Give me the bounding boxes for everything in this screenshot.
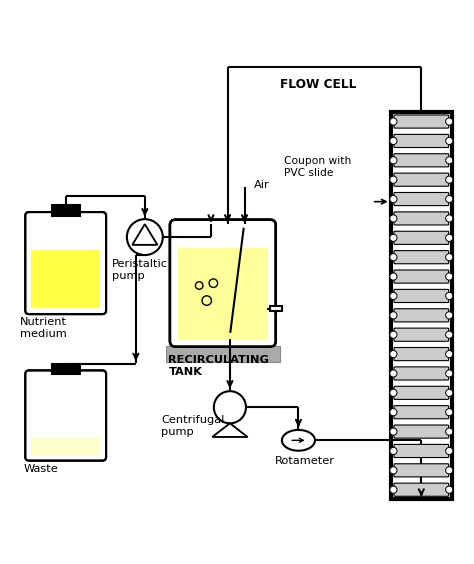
- Circle shape: [390, 312, 397, 319]
- FancyBboxPatch shape: [394, 154, 449, 167]
- Text: FLOW CELL: FLOW CELL: [280, 78, 356, 91]
- Circle shape: [446, 273, 453, 280]
- FancyBboxPatch shape: [394, 270, 449, 283]
- Circle shape: [390, 350, 397, 358]
- Circle shape: [390, 408, 397, 416]
- Circle shape: [446, 254, 453, 261]
- Bar: [31, 437, 100, 455]
- FancyBboxPatch shape: [394, 289, 449, 302]
- FancyBboxPatch shape: [25, 371, 106, 461]
- Circle shape: [390, 467, 397, 474]
- Circle shape: [214, 391, 246, 424]
- Circle shape: [390, 137, 397, 144]
- Circle shape: [446, 292, 453, 299]
- Circle shape: [446, 370, 453, 377]
- Bar: [52, 364, 80, 374]
- FancyBboxPatch shape: [394, 115, 449, 128]
- Circle shape: [446, 196, 453, 202]
- Ellipse shape: [282, 430, 315, 451]
- Circle shape: [446, 215, 453, 222]
- Circle shape: [390, 486, 397, 494]
- Circle shape: [390, 176, 397, 183]
- Polygon shape: [132, 224, 157, 245]
- Circle shape: [390, 254, 397, 261]
- Bar: [391, 112, 452, 499]
- Circle shape: [446, 157, 453, 164]
- Circle shape: [446, 408, 453, 416]
- Circle shape: [390, 447, 397, 455]
- FancyBboxPatch shape: [394, 406, 449, 418]
- FancyBboxPatch shape: [394, 464, 449, 477]
- Text: Rotameter: Rotameter: [275, 456, 335, 466]
- Circle shape: [390, 428, 397, 435]
- FancyBboxPatch shape: [170, 219, 276, 347]
- Circle shape: [390, 215, 397, 222]
- Circle shape: [446, 389, 453, 396]
- Bar: [166, 346, 280, 362]
- Circle shape: [446, 350, 453, 358]
- Circle shape: [390, 389, 397, 396]
- FancyBboxPatch shape: [394, 328, 449, 341]
- FancyBboxPatch shape: [394, 134, 449, 148]
- Circle shape: [446, 467, 453, 474]
- FancyBboxPatch shape: [394, 231, 449, 244]
- Circle shape: [390, 234, 397, 241]
- FancyBboxPatch shape: [394, 386, 449, 399]
- FancyBboxPatch shape: [394, 173, 449, 186]
- FancyBboxPatch shape: [394, 192, 449, 206]
- Circle shape: [390, 331, 397, 338]
- Circle shape: [127, 219, 163, 255]
- Circle shape: [446, 176, 453, 183]
- FancyBboxPatch shape: [394, 347, 449, 360]
- Circle shape: [446, 137, 453, 144]
- FancyBboxPatch shape: [394, 444, 449, 457]
- Circle shape: [390, 292, 397, 299]
- FancyBboxPatch shape: [394, 367, 449, 380]
- Circle shape: [390, 196, 397, 202]
- Circle shape: [390, 273, 397, 280]
- FancyBboxPatch shape: [394, 483, 449, 496]
- Bar: [178, 248, 267, 339]
- Text: Waste: Waste: [24, 464, 58, 474]
- FancyBboxPatch shape: [394, 309, 449, 322]
- Bar: [270, 306, 282, 311]
- Circle shape: [446, 428, 453, 435]
- FancyBboxPatch shape: [394, 250, 449, 264]
- Circle shape: [390, 118, 397, 125]
- Circle shape: [446, 447, 453, 455]
- Text: Air: Air: [254, 180, 269, 190]
- Text: Coupon with
PVC slide: Coupon with PVC slide: [284, 156, 352, 178]
- Polygon shape: [212, 424, 247, 437]
- FancyBboxPatch shape: [25, 212, 106, 314]
- Circle shape: [446, 118, 453, 125]
- Circle shape: [446, 331, 453, 338]
- Text: Centrifugal
pump: Centrifugal pump: [161, 415, 225, 437]
- FancyBboxPatch shape: [394, 425, 449, 438]
- Circle shape: [446, 312, 453, 319]
- Bar: [52, 205, 80, 216]
- Circle shape: [446, 486, 453, 494]
- FancyBboxPatch shape: [394, 212, 449, 225]
- Text: Peristaltic
pump: Peristaltic pump: [112, 259, 168, 281]
- Circle shape: [446, 234, 453, 241]
- Circle shape: [390, 157, 397, 164]
- Circle shape: [390, 370, 397, 377]
- Text: Nutrient
medium: Nutrient medium: [19, 318, 67, 339]
- Text: RECIRCULATING
TANK: RECIRCULATING TANK: [168, 355, 269, 377]
- Bar: [31, 250, 100, 309]
